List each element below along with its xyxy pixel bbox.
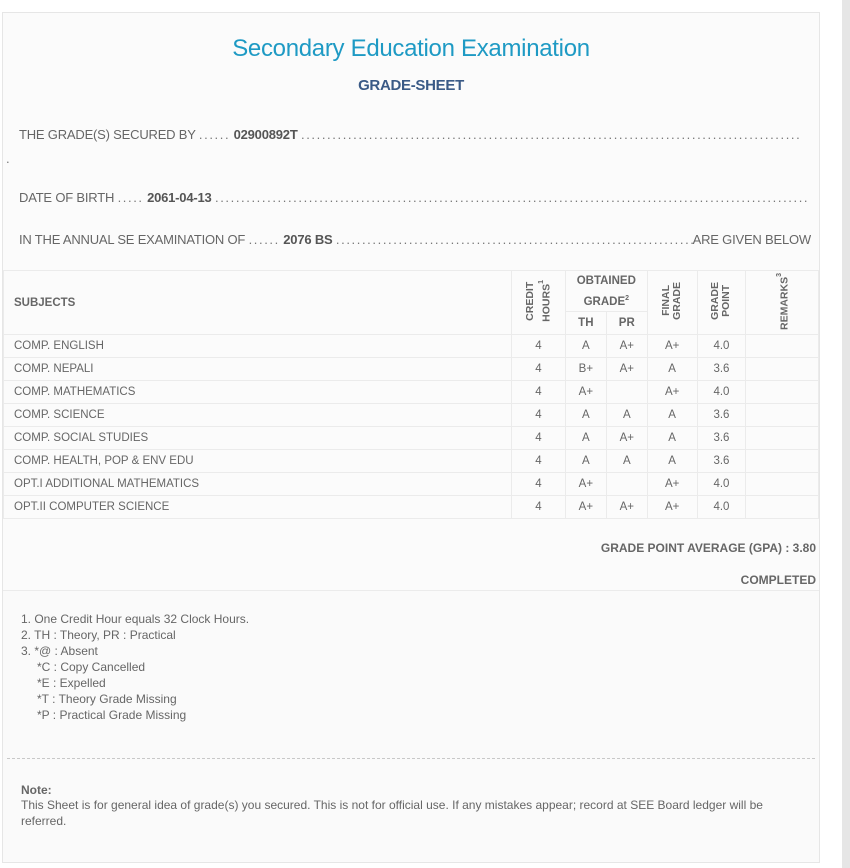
pr-cell: A <box>605 403 648 427</box>
legend-section: 1. One Credit Hour equals 32 Clock Hours… <box>3 590 819 861</box>
th-cell: B+ <box>564 357 607 381</box>
date-of-birth: 2061-04-13 <box>147 190 212 205</box>
final-cell: A <box>646 403 698 427</box>
pr-cell: A+ <box>605 426 648 450</box>
dot-divider: . <box>6 151 10 166</box>
gp-cell: 3.6 <box>696 449 747 473</box>
credit-cell: 4 <box>511 334 566 358</box>
legend-item: *T : Theory Grade Missing <box>37 692 177 706</box>
credit-cell: 4 <box>511 472 566 496</box>
legend-item: 3. *@ : Absent <box>21 644 98 658</box>
legend-item: *P : Practical Grade Missing <box>37 708 187 722</box>
subject-cell: COMP. NEPALI <box>2 357 513 381</box>
subjects-header: SUBJECTS <box>2 270 513 335</box>
grades-table: SUBJECTS CREDIT HOURS1 OBTAINED GRADE2 FIN… <box>2 270 819 519</box>
remarks-cell <box>745 380 819 404</box>
scrollbar[interactable] <box>842 0 850 868</box>
pr-cell <box>605 380 648 404</box>
gp-cell: 4.0 <box>696 334 747 358</box>
pr-cell: A+ <box>605 334 648 358</box>
exam-line: IN THE ANNUAL SE EXAMINATION OF ...... 2… <box>19 232 811 247</box>
table-row: COMP. MATHEMATICS 4 A+ A+ 4.0 <box>2 380 819 404</box>
remarks-cell <box>745 357 819 381</box>
page-title: Secondary Education Examination <box>232 35 590 62</box>
pr-cell: A+ <box>605 495 648 519</box>
th-cell: A <box>564 426 607 450</box>
final-cell: A+ <box>646 472 698 496</box>
remarks-cell <box>745 449 819 473</box>
gpa-value: GRADE POINT AVERAGE (GPA) : 3.80 <box>600 541 816 555</box>
final-grade-header: FINAL GRADE <box>646 270 698 335</box>
th-cell: A+ <box>564 495 607 519</box>
legend-item: 1. One Credit Hour equals 32 Clock Hours… <box>21 612 250 626</box>
gp-cell: 3.6 <box>696 357 747 381</box>
final-cell: A <box>646 357 698 381</box>
legend-item: *C : Copy Cancelled <box>37 660 146 674</box>
subject-cell: COMP. MATHEMATICS <box>2 380 513 404</box>
gp-cell: 4.0 <box>696 380 747 404</box>
subject-cell: OPT.II COMPUTER SCIENCE <box>2 495 513 519</box>
note-heading: Note: <box>21 783 52 797</box>
th-cell: A+ <box>564 472 607 496</box>
subject-cell: COMP. SCIENCE <box>2 403 513 427</box>
remarks-cell <box>745 334 819 358</box>
subject-cell: COMP. HEALTH, POP & ENV EDU <box>2 449 513 473</box>
credit-cell: 4 <box>511 403 566 427</box>
remarks-cell <box>745 426 819 450</box>
pr-cell: A <box>605 449 648 473</box>
remarks-header: REMARKS3 <box>745 270 819 335</box>
pr-header: PR <box>605 311 648 335</box>
grade-sheet: Secondary Education Examination GRADE-SH… <box>2 12 820 863</box>
th-cell: A <box>564 403 607 427</box>
legend-item: *E : Expelled <box>37 676 106 690</box>
th-header: TH <box>564 311 607 335</box>
final-cell: A <box>646 426 698 450</box>
gp-cell: 3.6 <box>696 403 747 427</box>
final-cell: A <box>646 449 698 473</box>
result-status: COMPLETED <box>740 573 816 587</box>
subject-cell: COMP. ENGLISH <box>2 334 513 358</box>
credit-cell: 4 <box>511 357 566 381</box>
remarks-cell <box>745 472 819 496</box>
secured-by-line: THE GRADE(S) SECURED BY ...... 02900892T… <box>19 127 802 142</box>
gp-cell: 4.0 <box>696 495 747 519</box>
th-cell: A <box>564 449 607 473</box>
table-row: COMP. HEALTH, POP & ENV EDU 4 A A A 3.6 <box>2 449 819 473</box>
dashed-divider <box>7 758 815 759</box>
page-subtitle: GRADE-SHEET <box>358 77 464 94</box>
legend-list: 1. One Credit Hour equals 32 Clock Hours… <box>21 611 249 723</box>
gp-cell: 3.6 <box>696 426 747 450</box>
table-row: COMP. SOCIAL STUDIES 4 A A+ A 3.6 <box>2 426 819 450</box>
final-cell: A+ <box>646 380 698 404</box>
subject-cell: COMP. SOCIAL STUDIES <box>2 426 513 450</box>
pr-cell: A+ <box>605 357 648 381</box>
table-row: COMP. ENGLISH 4 A A+ A+ 4.0 <box>2 334 819 358</box>
table-row: OPT.I ADDITIONAL MATHEMATICS 4 A+ A+ 4.0 <box>2 472 819 496</box>
final-cell: A+ <box>646 495 698 519</box>
obtained-grade-header: OBTAINED GRADE2 <box>564 270 648 312</box>
note-text: This Sheet is for general idea of grade(… <box>21 798 763 828</box>
final-cell: A+ <box>646 334 698 358</box>
table-row: COMP. SCIENCE 4 A A A 3.6 <box>2 403 819 427</box>
subject-cell: OPT.I ADDITIONAL MATHEMATICS <box>2 472 513 496</box>
credit-cell: 4 <box>511 495 566 519</box>
credit-cell: 4 <box>511 380 566 404</box>
th-cell: A <box>564 334 607 358</box>
dob-line: DATE OF BIRTH ..... 2061-04-13 .........… <box>19 190 810 205</box>
remarks-cell <box>745 403 819 427</box>
remarks-cell <box>745 495 819 519</box>
th-cell: A+ <box>564 380 607 404</box>
table-row: OPT.II COMPUTER SCIENCE 4 A+ A+ A+ 4.0 <box>2 495 819 519</box>
symbol-number: 02900892T <box>233 127 298 142</box>
credit-cell: 4 <box>511 426 566 450</box>
credit-cell: 4 <box>511 449 566 473</box>
grade-point-header: GRADE POINT <box>696 270 747 335</box>
pr-cell <box>605 472 648 496</box>
legend-item: 2. TH : Theory, PR : Practical <box>21 628 176 642</box>
credit-hours-header: CREDIT HOURS1 <box>511 270 566 335</box>
table-row: COMP. NEPALI 4 B+ A+ A 3.6 <box>2 357 819 381</box>
exam-year: 2076 BS <box>283 232 333 247</box>
gp-cell: 4.0 <box>696 472 747 496</box>
